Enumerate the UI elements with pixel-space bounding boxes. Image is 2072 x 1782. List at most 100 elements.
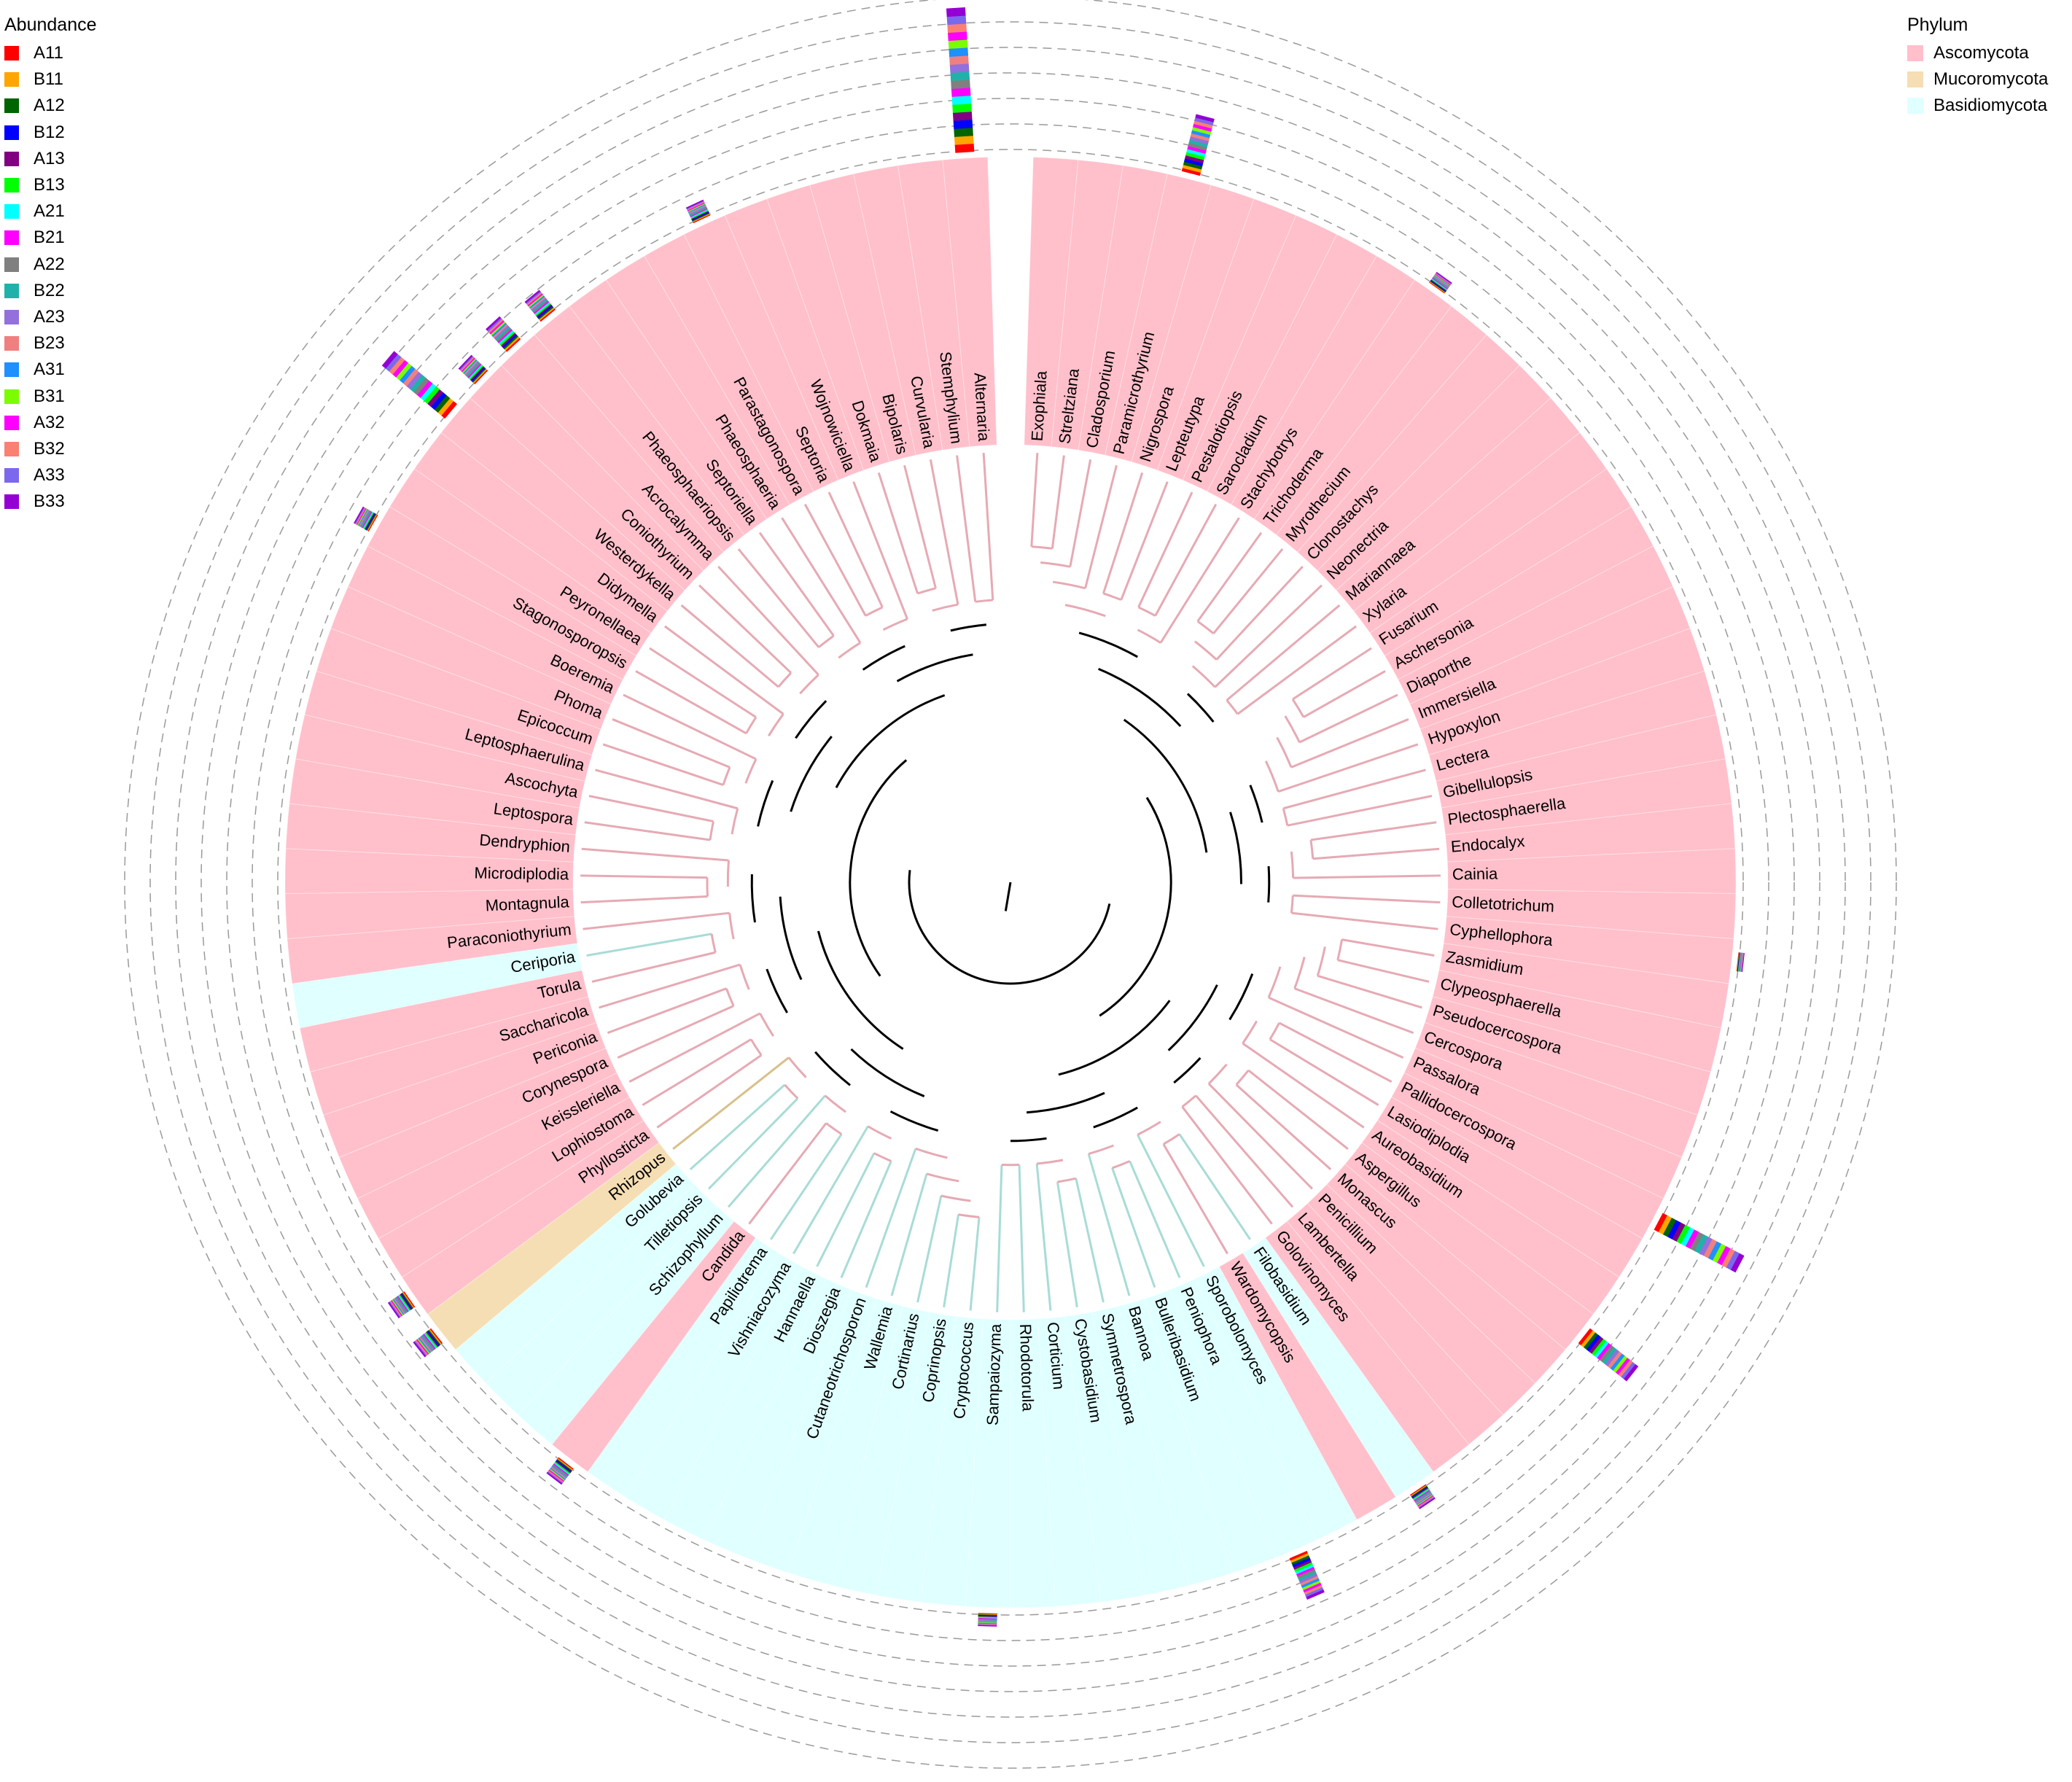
abundance-bar-segment [948, 31, 967, 42]
abundance-bar-segment [1302, 1580, 1321, 1591]
abundance-bar-segment [691, 211, 709, 221]
abundance-bar-segment [1434, 274, 1451, 287]
phylum-wedge [534, 306, 745, 553]
phylum-wedge [284, 848, 575, 895]
abundance-bar-segment [547, 1471, 564, 1485]
abundance-bar-segment [1419, 1497, 1436, 1509]
abundance-bar-segment [1624, 1363, 1639, 1382]
phylum-wedge [1438, 943, 1729, 1029]
branch-radial [1278, 1022, 1393, 1083]
phylum-wedge [1419, 628, 1705, 756]
abundance-bar-segment [1411, 1486, 1428, 1498]
abundance-bar-segment [692, 213, 710, 223]
phylum-wedge [1317, 365, 1551, 591]
abundance-bar-segment [1417, 1494, 1433, 1506]
phylum-wedge [624, 1252, 803, 1520]
phylum-wedge [1091, 1305, 1190, 1596]
branch-arc [766, 968, 788, 1013]
branch-radial [612, 718, 731, 769]
abundance-bar-segment [389, 357, 405, 375]
branch-arc [873, 1152, 892, 1162]
abundance-bar-segment [1185, 155, 1204, 163]
abundance-bar-segment [978, 1625, 997, 1627]
branch-arc [1264, 760, 1280, 793]
abundance-bar-segment [437, 397, 454, 416]
branch-radial [1137, 1134, 1205, 1267]
phylum-wedge [389, 468, 652, 657]
abundance-bar-segment [951, 79, 970, 89]
abundance-bar-segment [389, 1300, 402, 1318]
abundance-bar-segment [428, 1328, 442, 1345]
branch-arc [1181, 1094, 1197, 1108]
abundance-bar-segment [1608, 1351, 1623, 1369]
branch-radial [1242, 1042, 1365, 1129]
branch-arc [849, 759, 908, 977]
abundance-bar-segment [418, 1337, 432, 1354]
branch-radial [1069, 459, 1092, 567]
phylum-wedge [1286, 1202, 1504, 1445]
phylum-wedge [1253, 279, 1452, 536]
branch-radial [599, 963, 741, 1009]
phylum-wedge [875, 1311, 957, 1603]
abundance-bar-segment [362, 511, 373, 529]
phylum-wedge [470, 365, 704, 591]
abundance-bar-segment [1293, 1560, 1312, 1571]
abundance-bar-segment [397, 1296, 409, 1312]
abundance-bar-segment [536, 303, 552, 318]
abundance-bar-segment [1621, 1362, 1636, 1380]
phylum-wedge [1414, 1022, 1698, 1158]
abundance-legend-item: A13 [4, 146, 97, 172]
abundance-bar-segment [1667, 1220, 1681, 1240]
branch-arc [926, 1172, 959, 1183]
phylum-wedge [1156, 198, 1297, 481]
branch-arc [835, 694, 946, 788]
abundance-bar-segment [1589, 1336, 1604, 1354]
abundance-bar-segment [416, 380, 433, 398]
phylum-wedge [1369, 468, 1632, 657]
branch-arc [817, 634, 835, 648]
abundance-bar-segment [531, 297, 547, 311]
branch-radial [1247, 1069, 1349, 1151]
branch-arc [1291, 699, 1305, 718]
abundance-legend-item: B31 [4, 383, 97, 409]
branch-arc [1186, 693, 1215, 723]
abundance-bar-segment [949, 47, 969, 58]
phylum-wedge [1326, 1163, 1566, 1384]
abundance-bar-segment [1435, 273, 1452, 285]
branch-radial [1290, 718, 1409, 769]
phylum-wedge [1444, 803, 1736, 863]
abundance-bar-segment [397, 1295, 410, 1312]
genus-label: Rhodotorula [1016, 1323, 1037, 1412]
branch-arc [731, 808, 739, 835]
abundance-bar-segment [1188, 139, 1209, 148]
branch-radial [656, 1054, 763, 1129]
abundance-bar-segment [464, 360, 479, 376]
branch-arc [779, 896, 803, 981]
abundance-bar-segment [538, 307, 555, 321]
abundance-bar-segment [1414, 1491, 1432, 1503]
abundance-bar-segment [390, 1300, 403, 1317]
branch-arc [1196, 620, 1215, 634]
phylum-wedge [295, 714, 585, 809]
abundance-legend-item: B11 [4, 66, 97, 93]
phylum-wedge [853, 165, 943, 456]
abundance-bar-segment [355, 507, 366, 525]
phylum-wedge [1397, 545, 1674, 705]
branch-arc [1112, 1160, 1131, 1170]
branch-radial [1236, 625, 1358, 715]
abundance-bar-segment [1300, 1576, 1319, 1587]
phylum-wedge [517, 1202, 735, 1445]
phylum-wedge [455, 1163, 695, 1384]
phylum-legend-label: Basidiomycota [1933, 96, 2048, 116]
branch-arc [1316, 946, 1326, 976]
branch-arc [1229, 812, 1242, 884]
abundance-legend-label: B32 [34, 438, 65, 459]
branch-arc [739, 964, 750, 990]
phylum-wedge [919, 1315, 984, 1607]
phylum-legend-swatch [1907, 45, 1923, 62]
abundance-bar-segment [552, 1464, 569, 1477]
branch-arc [1267, 966, 1282, 998]
branch-arc [768, 713, 784, 737]
abundance-legend-item: B21 [4, 225, 97, 251]
abundance-bar-segment [688, 203, 706, 213]
